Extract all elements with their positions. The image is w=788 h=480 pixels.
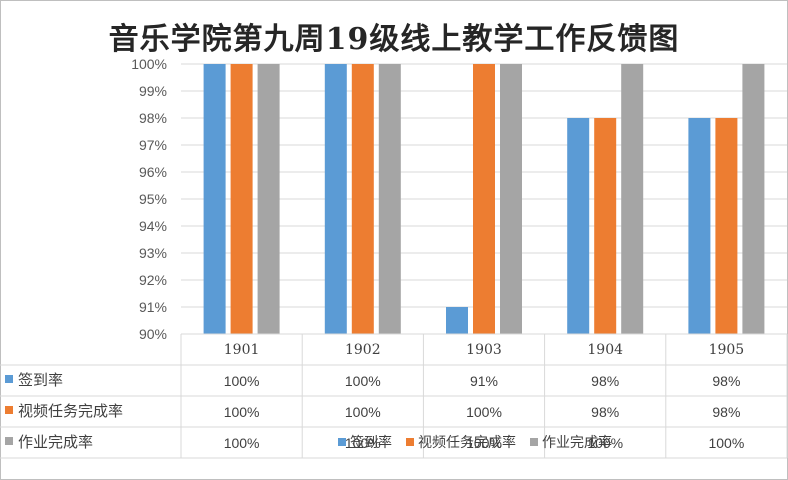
data-label: 100% (224, 404, 260, 420)
y-tick-label: 98% (139, 110, 167, 126)
bar (446, 307, 468, 334)
bar (257, 64, 280, 334)
y-tick-label: 95% (139, 191, 167, 207)
x-category-label: 1902 (345, 342, 381, 358)
table-series-key (5, 375, 13, 383)
y-tick-label: 100% (131, 56, 167, 72)
bar (473, 64, 495, 334)
x-category-label: 1903 (466, 342, 502, 358)
table-series-key (5, 437, 13, 445)
legend-item-video: 视频任务完成率 (406, 432, 516, 452)
bar (621, 64, 644, 334)
x-category-label: 1904 (587, 342, 623, 358)
data-label: 91% (470, 373, 498, 389)
table-series-key (5, 406, 13, 414)
table-series-label: 作业完成率 (18, 433, 93, 451)
y-tick-label: 92% (139, 272, 167, 288)
y-tick-label: 96% (139, 164, 167, 180)
y-tick-label: 91% (139, 299, 167, 315)
legend-swatch-video (406, 438, 414, 446)
x-category-label: 1901 (224, 342, 260, 358)
legend-item-checkin: 签到率 (338, 432, 392, 452)
data-label: 100% (708, 435, 744, 451)
data-label: 100% (224, 435, 260, 451)
legend-label-checkin: 签到率 (350, 435, 392, 451)
data-label: 100% (345, 435, 381, 451)
bar (742, 64, 765, 334)
table-series-label: 视频任务完成率 (18, 402, 123, 420)
bar (500, 64, 522, 334)
data-label: 98% (591, 404, 619, 420)
bar (203, 64, 226, 334)
bar (378, 64, 401, 334)
x-category-label: 1905 (709, 342, 745, 358)
data-label: 100% (587, 435, 623, 451)
data-label: 100% (224, 373, 260, 389)
data-label: 98% (712, 373, 740, 389)
data-label: 100% (345, 373, 381, 389)
y-tick-label: 90% (139, 326, 167, 342)
bar (715, 118, 738, 334)
y-tick-label: 93% (139, 245, 167, 261)
data-label: 98% (591, 373, 619, 389)
data-label: 100% (466, 404, 502, 420)
bar (351, 64, 374, 334)
data-label: 100% (345, 404, 381, 420)
legend-item-homework: 作业完成率 (530, 432, 612, 452)
legend: 签到率 视频任务完成率 作业完成率 (338, 432, 612, 452)
data-label: 100% (466, 435, 502, 451)
table-series-label: 签到率 (18, 371, 63, 389)
y-tick-label: 99% (139, 83, 167, 99)
data-label: 98% (712, 404, 740, 420)
bar (688, 118, 711, 334)
chart-title: 音乐学院第九周19级线上教学工作反馈图 (108, 22, 680, 57)
y-tick-label: 94% (139, 218, 167, 234)
bar (324, 64, 347, 334)
bar (594, 118, 617, 334)
legend-label-video: 视频任务完成率 (418, 435, 516, 451)
legend-swatch-checkin (338, 438, 346, 446)
y-tick-label: 97% (139, 137, 167, 153)
bar (567, 118, 590, 334)
legend-label-homework: 作业完成率 (542, 435, 612, 451)
bar (230, 64, 253, 334)
legend-swatch-homework (530, 438, 538, 446)
